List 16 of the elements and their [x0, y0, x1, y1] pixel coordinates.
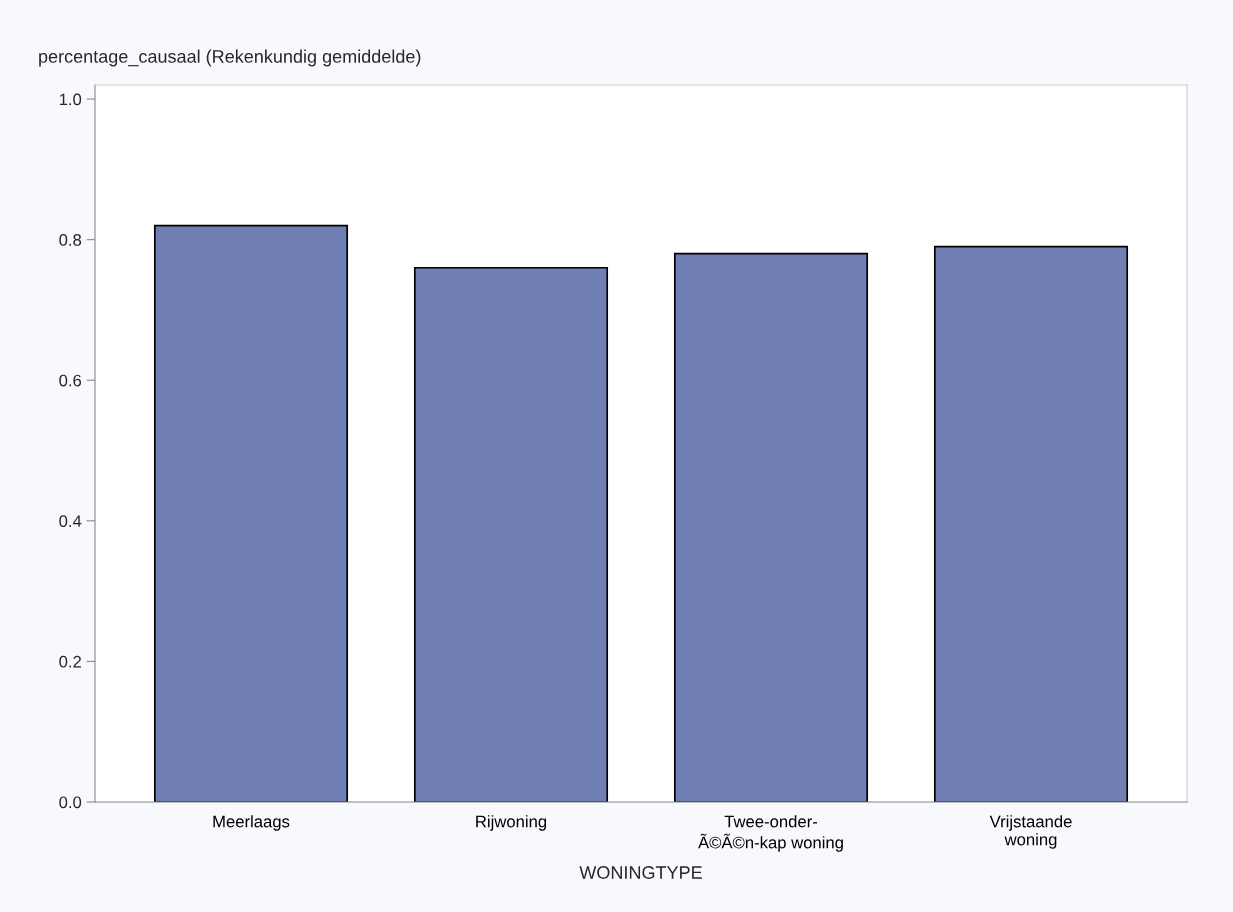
x-tick-label: Rijwoning — [476, 815, 547, 831]
x-axis-title: WONINGTYPE — [579, 866, 702, 879]
x-tick-label: Twee-onder- Ã©Ã©n-kap woning — [698, 815, 843, 852]
bar — [933, 245, 1129, 802]
y-tick-label: 0.4 — [59, 515, 82, 528]
y-tick-label: 0.6 — [59, 374, 82, 387]
bar — [413, 266, 609, 802]
x-tick-label: Meerlaags — [213, 815, 290, 831]
bar — [673, 252, 869, 802]
y-axis-title: percentage_causaal (Rekenkundig gemiddelde) — [39, 49, 421, 67]
y-tick-label: 0.8 — [59, 234, 82, 246]
bar — [153, 224, 349, 802]
y-tick-label: 0.2 — [59, 655, 81, 668]
y-tick-label: 1.0 — [59, 93, 82, 106]
y-tick-label: 0.0 — [59, 796, 82, 809]
x-tick-label: Vrijstaande woning — [989, 815, 1072, 849]
